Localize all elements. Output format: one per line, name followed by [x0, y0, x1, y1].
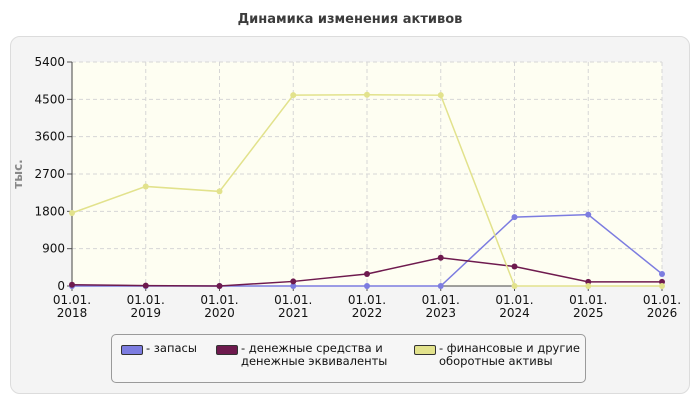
legend-label: - финансовые и другие оборотные активы: [439, 341, 580, 368]
series-2-point: [290, 278, 297, 285]
legend-item: - финансовые и другие оборотные активы: [414, 342, 580, 368]
x-tick-label: 01.01. 2026: [643, 293, 681, 320]
legend-swatch: [414, 345, 436, 355]
chart-legend: - запасы - денежные средства и денежные эк…: [111, 334, 586, 383]
y-tick-label: 0: [57, 279, 65, 293]
series-1-point: [290, 283, 297, 289]
series-1-point: [659, 270, 665, 277]
series-2-point: [216, 283, 223, 289]
series-3-point: [511, 283, 518, 289]
series-3-point: [437, 92, 444, 99]
series-2-point: [69, 281, 75, 288]
y-tick-label: 900: [42, 242, 65, 256]
x-tick-label: 01.01. 2020: [200, 293, 238, 320]
y-tick-label: 5400: [34, 55, 65, 69]
y-tick-label: 4500: [34, 92, 65, 106]
x-tick-label: 01.01. 2025: [569, 293, 607, 320]
x-tick-label: 01.01. 2023: [422, 293, 460, 320]
y-axis-label: тыс.: [11, 159, 25, 188]
series-3-point: [585, 283, 592, 289]
series-2-point: [437, 254, 444, 261]
y-tick-label: 3600: [34, 130, 65, 144]
series-3-point: [142, 183, 149, 190]
x-tick-label: 01.01. 2019: [127, 293, 165, 320]
legend-item: - денежные средства и денежные эквивалент…: [216, 342, 387, 368]
x-tick-label: 01.01. 2021: [274, 293, 312, 320]
legend-item: - запасы: [121, 342, 197, 355]
series-3-point: [216, 188, 223, 195]
series-2-point: [511, 263, 518, 270]
x-tick-label: 01.01. 2018: [53, 293, 91, 320]
series-3-point: [290, 92, 297, 99]
x-tick-label: 01.01. 2024: [495, 293, 533, 320]
series-3-point: [364, 91, 370, 98]
x-tick-label: 01.01. 2022: [348, 293, 386, 320]
legend-swatch: [121, 345, 143, 355]
series-3-point: [69, 209, 75, 216]
y-tick-label: 1800: [34, 204, 65, 218]
series-2-point: [142, 282, 149, 289]
series-2-point: [364, 270, 370, 277]
series-2-point: [659, 278, 665, 285]
legend-label: - денежные средства и денежные эквивалент…: [241, 341, 388, 368]
series-1-point: [511, 214, 518, 221]
series-1-point: [364, 283, 370, 289]
series-1-point: [585, 211, 592, 218]
series-1-point: [437, 283, 444, 289]
series-3-point: [659, 283, 665, 289]
chart-title: Динамика изменения активов: [237, 12, 463, 27]
series-2-point: [585, 278, 592, 285]
legend-label: - запасы: [146, 341, 197, 355]
y-tick-label: 2700: [34, 167, 65, 181]
legend-swatch: [216, 345, 238, 355]
